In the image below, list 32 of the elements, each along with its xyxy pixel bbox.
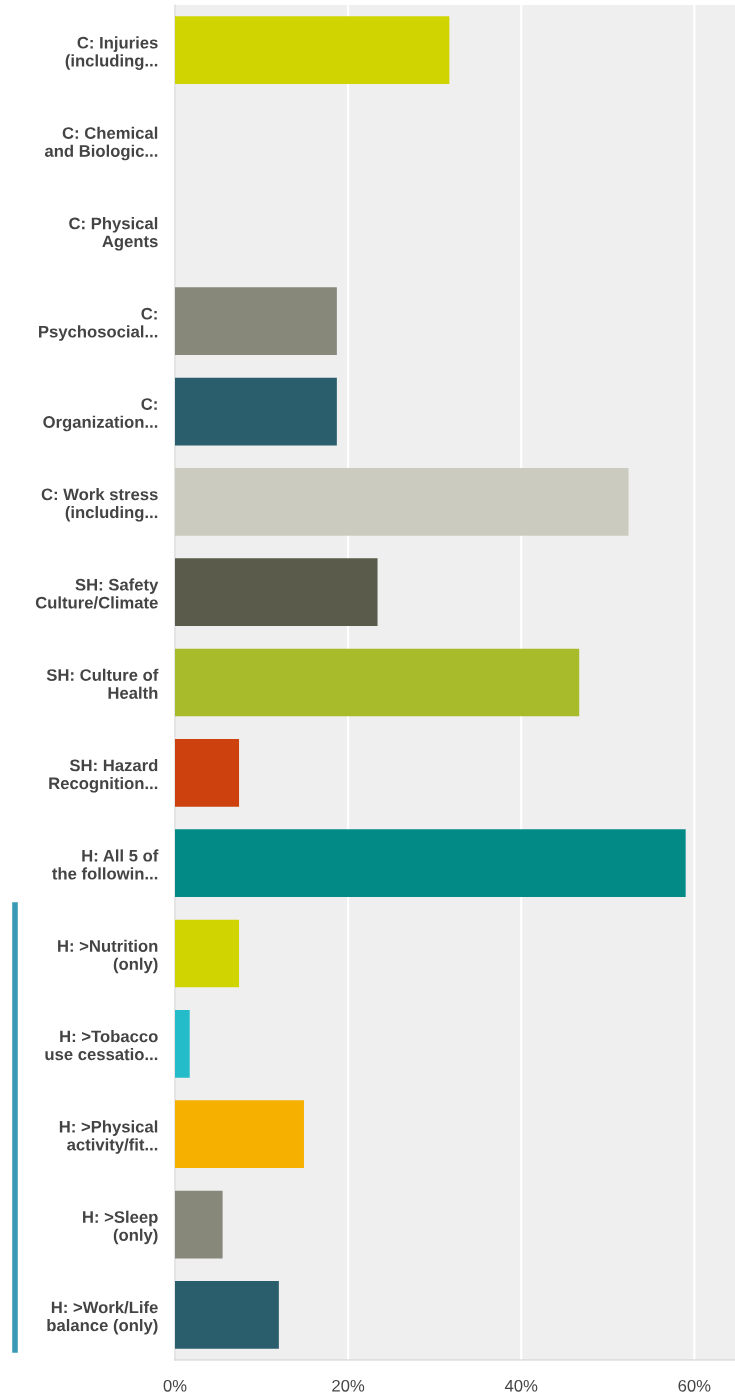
y-tick-label: H: >Work/Life balance (only)	[47, 1301, 158, 1335]
bar	[175, 829, 686, 898]
x-tick-label: 20%	[332, 1379, 365, 1392]
y-tick-label: C: Work stress (including...	[41, 488, 158, 522]
y-tick-label: H: >Physical activity/fit...	[59, 1120, 158, 1154]
y-tick-label: SH: Hazard Recognition...	[49, 759, 158, 793]
y-tick-label: C: Chemical and Biologic...	[44, 126, 158, 161]
bar	[175, 1190, 223, 1259]
y-tick-label: H: All 5 of the followin...	[52, 849, 159, 880]
y-tick-label: C: Physical Agents	[69, 217, 158, 251]
y-tick-label: SH: Culture of Health	[46, 668, 159, 699]
y-tick-label: H: >Tobacco use cessatio...	[45, 1030, 158, 1061]
x-tick-label: 40%	[504, 1379, 538, 1392]
x-tick-label: 60%	[678, 1379, 711, 1392]
y-tick-label: H: >Sleep (only)	[83, 1210, 158, 1245]
bar	[175, 648, 580, 717]
x-tick-label: 0%	[163, 1379, 187, 1392]
y-tick-label: C: Organization...	[43, 398, 158, 432]
bar	[175, 1100, 304, 1169]
y-tick-label: SH: Safety Culture/Climate	[35, 578, 159, 609]
bar	[175, 919, 240, 988]
bar	[175, 1009, 190, 1078]
bar	[175, 467, 629, 536]
bar	[175, 16, 450, 85]
bar	[175, 377, 337, 446]
bar	[175, 738, 240, 807]
y-tick-label: C: Psychosocial...	[39, 307, 158, 341]
y-tick-label: C: Injuries (including...	[65, 36, 158, 70]
y-tick-label: H: >Nutrition (only)	[58, 939, 158, 974]
bar	[175, 1280, 279, 1349]
bar	[175, 287, 337, 356]
bar	[175, 558, 378, 627]
